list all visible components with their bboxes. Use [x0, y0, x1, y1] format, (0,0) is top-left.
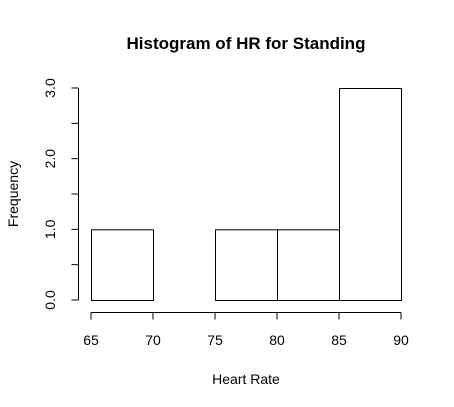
- x-axis: 65 70 75 80 85 90: [83, 312, 409, 348]
- y-tick-label-3: 3.0: [42, 78, 58, 98]
- y-tick-label-0: 0.0: [42, 290, 58, 310]
- x-tick-label-70: 70: [145, 332, 161, 348]
- histogram-bar-65-70: [91, 229, 154, 301]
- histogram-bar-75-80: [215, 229, 278, 301]
- y-tick-label-2: 2.0: [42, 149, 58, 169]
- x-tick-label-90: 90: [393, 332, 409, 348]
- histogram-bar-80-85: [277, 229, 340, 301]
- x-tick-label-65: 65: [83, 332, 99, 348]
- y-axis: 0.0 1.0 2.0 3.0: [42, 78, 79, 310]
- x-tick-label-75: 75: [207, 332, 223, 348]
- bars-group: [91, 88, 402, 301]
- x-tick-label-85: 85: [331, 332, 347, 348]
- x-axis-label: Heart Rate: [212, 371, 280, 387]
- histogram-bar-85-90: [339, 88, 402, 301]
- y-tick-label-1: 1.0: [42, 219, 58, 239]
- chart-title: Histogram of HR for Standing: [127, 34, 366, 53]
- x-tick-label-80: 80: [269, 332, 285, 348]
- y-axis-label: Frequency: [5, 161, 21, 227]
